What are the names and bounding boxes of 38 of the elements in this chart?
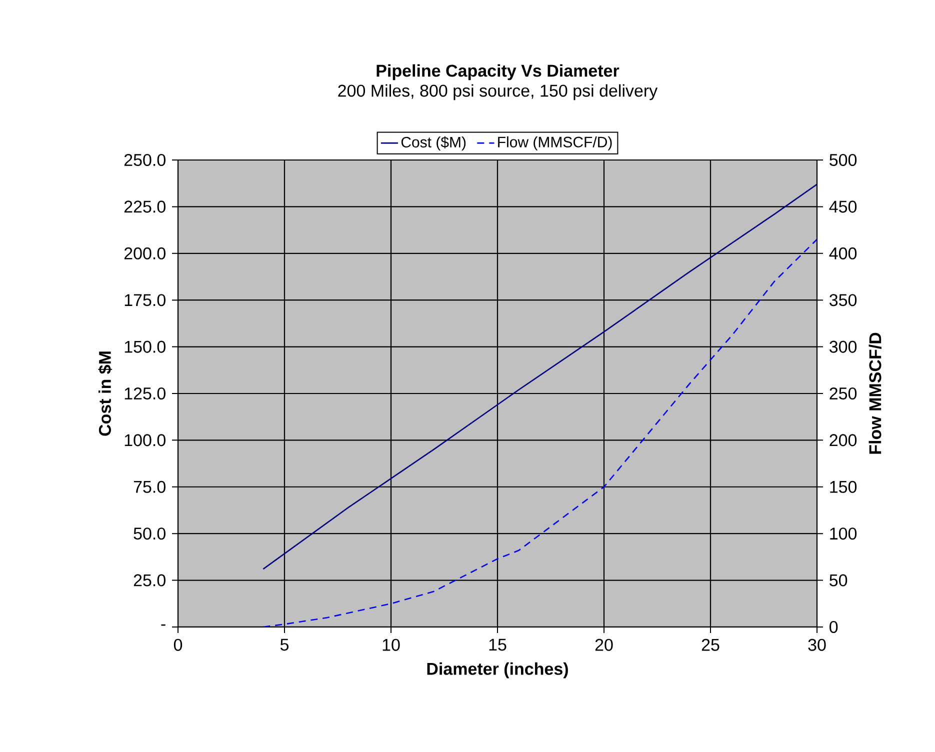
x-axis-title: Diameter (inches) bbox=[427, 662, 568, 678]
y-tick-label: 250.0 bbox=[124, 154, 166, 166]
y2-tick-label: 250 bbox=[830, 387, 857, 400]
y2-tick-label: 350 bbox=[830, 294, 857, 306]
line-series bbox=[262, 238, 817, 627]
y2-tick-label: 400 bbox=[829, 247, 857, 260]
y-tick-label: 175.0 bbox=[124, 294, 166, 306]
x-tick-label: 10 bbox=[382, 638, 400, 651]
x-tick-label: 25 bbox=[702, 638, 720, 651]
y-tick-label: - bbox=[161, 624, 166, 626]
y-tick-label: 225.0 bbox=[124, 200, 166, 213]
y2-tick-label: 300 bbox=[830, 340, 857, 353]
y-tick-label: 150.0 bbox=[124, 340, 166, 353]
x-tick-label: 0 bbox=[174, 638, 182, 651]
y-tick-label: 75.0 bbox=[134, 480, 166, 493]
y-axis-title: Cost in $M bbox=[98, 352, 112, 436]
x-tick-label: 30 bbox=[808, 638, 826, 651]
legend-label: Flow (MMSCF/D) bbox=[498, 136, 612, 150]
y-tick-label: 125.0 bbox=[124, 387, 166, 400]
chart-title: Pipeline Capacity Vs Diameter bbox=[376, 64, 620, 80]
y2-tick-label: 200 bbox=[830, 434, 857, 446]
legend-label: Cost ($M) bbox=[401, 136, 466, 150]
y2-tick-label: 500 bbox=[830, 154, 857, 166]
y2-tick-label: 450 bbox=[829, 200, 857, 213]
y2-tick-label: 150 bbox=[830, 480, 857, 493]
y-tick-label: 50.0 bbox=[134, 528, 166, 540]
line-series bbox=[262, 184, 817, 570]
y2-tick-label: 100 bbox=[830, 528, 857, 540]
y2-axis-title: Flow MMSCF/D bbox=[868, 332, 882, 454]
y2-tick-label: 50 bbox=[830, 574, 848, 586]
x-tick-label: 20 bbox=[595, 638, 613, 651]
y2-tick-label: 0 bbox=[830, 620, 838, 634]
x-tick-label: 15 bbox=[489, 638, 506, 651]
chart-subtitle: 200 Miles, 800 psi source, 150 psi delivery bbox=[338, 84, 658, 100]
y-tick-label: 100.0 bbox=[124, 434, 166, 446]
y-tick-label: 200.0 bbox=[124, 247, 166, 260]
y-tick-label: 25.0 bbox=[134, 574, 166, 586]
x-tick-label: 5 bbox=[280, 638, 289, 651]
